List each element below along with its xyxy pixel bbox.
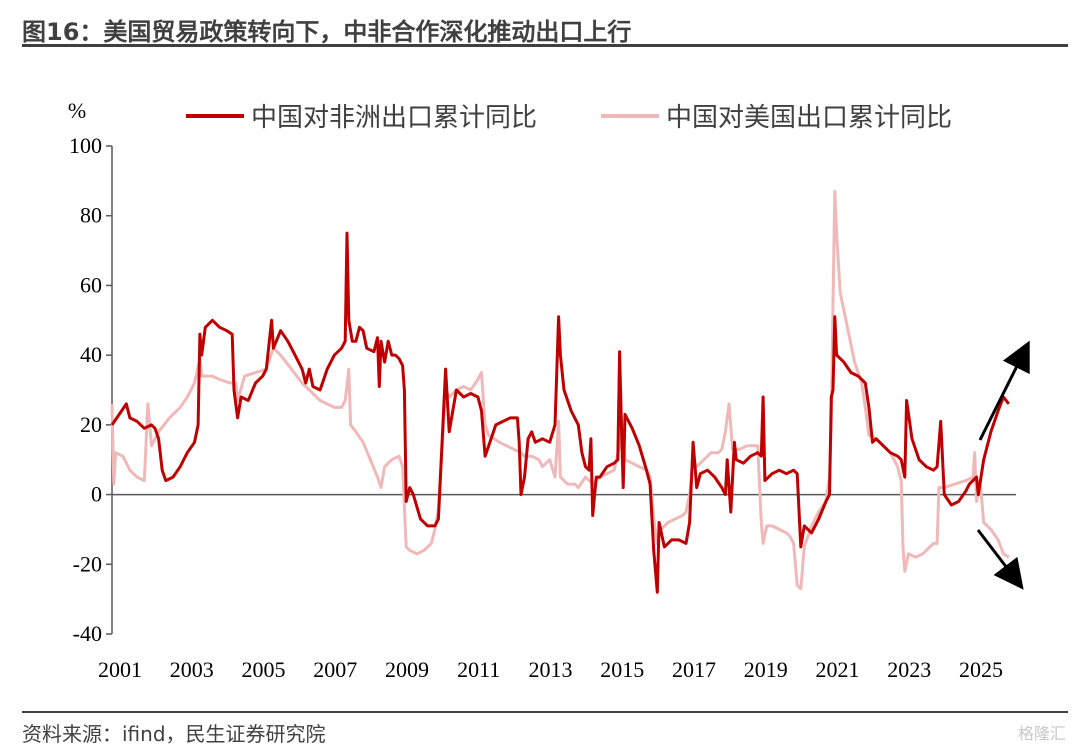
chart-header: 图16：美国贸易政策转向下，中非合作深化推动出口上行 — [22, 6, 1068, 47]
y-tick-label: 40 — [80, 342, 102, 367]
down-trend-arrow — [976, 529, 1024, 590]
series-line-usa — [110, 189, 1010, 591]
y-axis-label: % — [68, 98, 86, 123]
trend-arrows — [976, 340, 1030, 590]
y-tick-label: -40 — [73, 621, 102, 646]
y-tick-label: 100 — [69, 133, 102, 158]
y-tick-label: 80 — [80, 203, 102, 228]
series-line-africa — [110, 231, 1010, 594]
page-title: 图16：美国贸易政策转向下，中非合作深化推动出口上行 — [22, 18, 632, 46]
x-tick-label: 2021 — [815, 657, 859, 682]
up-trend-arrow — [978, 340, 1030, 441]
header-rule — [22, 44, 1068, 47]
legend-label: 中国对非洲出口累计同比 — [251, 103, 537, 133]
x-tick-label: 2025 — [959, 657, 1003, 682]
y-tick-label: 20 — [80, 412, 102, 437]
y-tick-label: -20 — [73, 551, 102, 576]
chart-axes: 100 80 60 40 20 0 -20 -40% 2001 2003 2005 2007 2009 2… — [68, 98, 1016, 682]
x-tick-label: 2007 — [313, 657, 357, 682]
chart-legend: 中国对非洲出口累计同比 中国对美国出口累计同比 — [186, 103, 952, 133]
legend-label: 中国对美国出口累计同比 — [666, 103, 952, 133]
y-tick-label: 60 — [80, 272, 102, 297]
chart-lines — [110, 189, 1010, 594]
source-note: 资料来源：ifind，民生证券研究院 — [22, 722, 326, 746]
x-tick-label: 2015 — [600, 657, 644, 682]
x-tick-label: 2019 — [744, 657, 788, 682]
footer-rule — [22, 711, 1068, 713]
x-tick-label: 2017 — [672, 657, 716, 682]
x-tick-label: 2013 — [528, 657, 572, 682]
x-tick-label: 2009 — [385, 657, 429, 682]
x-tick-label: 2023 — [887, 657, 931, 682]
y-tick-label: 0 — [91, 482, 102, 507]
x-tick-label: 2011 — [457, 657, 500, 682]
x-tick-label: 2003 — [170, 657, 214, 682]
x-tick-label: 2005 — [241, 657, 285, 682]
x-tick-label: 2001 — [98, 657, 142, 682]
watermark-logo: 格隆汇 — [1017, 724, 1066, 743]
